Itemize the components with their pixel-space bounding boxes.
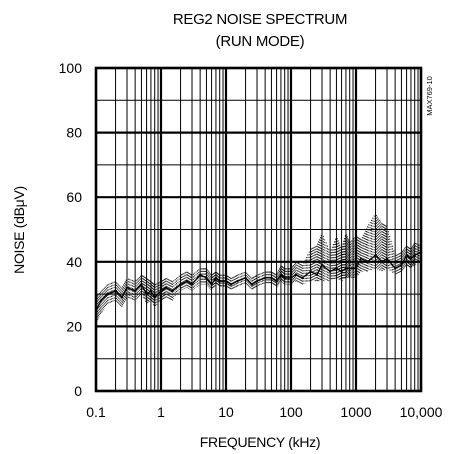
data-point (230, 283, 233, 286)
x-tick-label: 1000 (340, 404, 371, 420)
data-point (385, 257, 389, 260)
data-point (335, 267, 338, 270)
data-point (413, 254, 416, 257)
x-tick-label: 10 (218, 404, 234, 420)
data-point (159, 289, 163, 292)
noise-trace-0 (95, 251, 422, 311)
data-point (185, 280, 188, 283)
chart-title: REG2 NOISE SPECTRUM (173, 11, 347, 28)
data-point (295, 273, 298, 276)
data-point (309, 270, 312, 273)
data-point (179, 283, 182, 286)
data-point (149, 289, 153, 292)
y-tick-label: 80 (66, 125, 82, 141)
data-point (366, 260, 369, 263)
data-point (236, 280, 239, 283)
data-point (134, 289, 137, 292)
data-point (205, 276, 208, 280)
data-point (275, 280, 278, 283)
data-point (244, 276, 247, 280)
data-point (279, 273, 283, 276)
data-point (301, 276, 304, 280)
data-point (190, 283, 194, 286)
data-point (114, 289, 117, 292)
y-tick-labels: 0 20 40 60 80 100 (59, 60, 83, 399)
data-point (289, 276, 293, 280)
y-tick-label: 0 (74, 383, 82, 399)
data-point (250, 283, 253, 286)
x-tick-label: 1 (157, 404, 165, 420)
data-point (380, 260, 383, 263)
data-point (270, 276, 273, 280)
data-point (409, 257, 413, 260)
data-point (344, 267, 348, 270)
y-tick-label: 40 (66, 254, 82, 270)
x-tick-labels: 0.1 1 10 100 1000 10,000 (86, 404, 442, 420)
data-point (214, 276, 218, 280)
grid-minor (96, 68, 421, 391)
data-point (360, 257, 363, 260)
x-tick-label: 100 (279, 404, 303, 420)
data-point (106, 293, 109, 296)
figure-code: MAX769-10 (425, 76, 434, 116)
y-axis-label: NOISE (dBμV) (11, 186, 27, 274)
data-point (255, 280, 259, 283)
data-point (120, 296, 123, 299)
data-point (283, 276, 286, 280)
data-point (405, 254, 408, 257)
data-point (315, 273, 318, 276)
data-point (400, 263, 403, 267)
data-point (125, 286, 129, 289)
data-point (210, 283, 213, 286)
data-point (329, 270, 332, 273)
data-point (340, 270, 343, 273)
data-point (171, 289, 174, 292)
data-point (348, 267, 351, 270)
data-point (145, 293, 148, 296)
data-point (218, 280, 221, 283)
x-tick-label: 10,000 (400, 404, 443, 420)
plot-frame (94, 66, 423, 393)
data-point (354, 267, 358, 270)
data-point (264, 276, 267, 280)
chart-subtitle: (RUN MODE) (216, 33, 305, 50)
x-axis-label: FREQUENCY (kHz) (200, 434, 320, 450)
noise-band-0 (95, 213, 421, 324)
data-point (374, 254, 377, 257)
y-tick-label: 100 (59, 60, 83, 76)
data-point (165, 286, 168, 289)
data-point (140, 283, 143, 286)
data-point (320, 263, 324, 267)
data-point (100, 299, 103, 302)
data-point (153, 296, 156, 299)
y-tick-label: 20 (66, 318, 82, 334)
series-layer (94, 213, 423, 324)
data-point (224, 280, 228, 283)
data-point (394, 267, 397, 270)
y-tick-label: 60 (66, 189, 82, 205)
x-tick-label: 0.1 (86, 404, 106, 420)
data-point (199, 273, 202, 276)
